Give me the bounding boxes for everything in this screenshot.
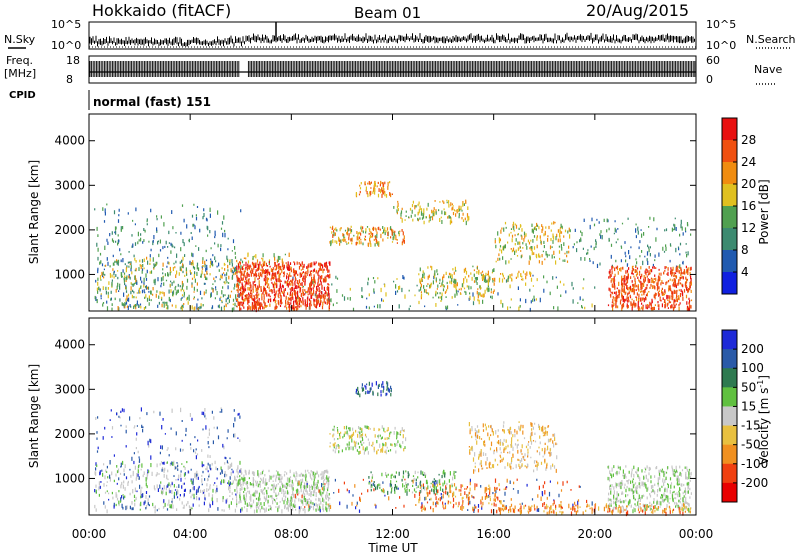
power-data-points <box>94 180 693 313</box>
power-y-tick-label: 4000 <box>54 134 85 148</box>
velocity-panel: 1000 2000 3000 4000 Slant Range [km] 200 100… <box>27 114 771 554</box>
freq-left-label-2: [MHz] <box>4 67 36 80</box>
power-colorbar-segment <box>722 118 737 141</box>
power-colorbar-segment <box>722 206 737 229</box>
power-panel: 1000 2000 3000 4000 Slant Range [km] 4 8 12 16… <box>27 113 771 313</box>
noise-right-label: N.Search <box>746 33 796 46</box>
freq-tick-bottom: 8 <box>66 73 73 86</box>
velocity-colorbar-tick-label: -200 <box>741 476 768 490</box>
nave-label: Nave <box>754 63 782 76</box>
velocity-colorbar-label-end: ] <box>757 375 771 380</box>
velocity-colorbar-label-main: Velocity [m s <box>757 388 771 465</box>
time-x-ticks: 00:00 04:00 08:00 12:00 16:00 20:00 00:00 <box>72 114 714 541</box>
freq-left-label-1: Freq. <box>6 54 33 67</box>
velocity-y-tick-label: 2000 <box>54 427 85 441</box>
freq-bars <box>89 61 696 77</box>
power-colorbar-tick-label: 12 <box>741 221 756 235</box>
cpid-value: normal (fast) 151 <box>93 95 211 109</box>
noise-left-tick-bottom: 10^0 <box>51 39 81 52</box>
freq-trace <box>89 61 696 84</box>
velocity-colorbar-segment <box>722 387 737 407</box>
velocity-colorbar-tick-label: 50 <box>741 380 756 394</box>
velocity-colorbar-frame <box>721 329 738 503</box>
power-scatter-cells <box>236 261 692 313</box>
power-colorbar-label: Power [dB] <box>757 179 771 244</box>
freq-panel: Freq. [MHz] 18 8 60 0 Nave <box>4 54 782 86</box>
time-tick-label: 20:00 <box>578 527 613 541</box>
noise-panel-frame <box>88 21 697 50</box>
time-tick-label: 00:00 <box>72 527 107 541</box>
power-y-tick-label: 3000 <box>54 178 85 192</box>
velocity-colorbar: 200 100 50 15 -15 -50 -100 -200 <box>721 329 768 503</box>
time-tick-label: 00:00 <box>679 527 714 541</box>
velocity-colorbar-segment <box>722 406 737 427</box>
power-colorbar: 4 8 12 16 20 24 28 <box>721 117 756 295</box>
power-colorbar-segment <box>722 140 737 163</box>
velocity-data-points <box>94 381 692 517</box>
velocity-colorbar-segment <box>722 444 737 465</box>
power-colorbar-tick-label: 4 <box>741 265 749 279</box>
velocity-colorbar-tick-label: 15 <box>741 399 756 413</box>
power-y-tick-label: 2000 <box>54 223 85 237</box>
velocity-colorbar-label-sup: -1 <box>756 380 765 388</box>
power-colorbar-tick-label: 8 <box>741 243 749 257</box>
velocity-colorbar-label: Velocity [m s-1] <box>756 375 771 465</box>
velocity-colorbar-tick-label: -15 <box>741 419 761 433</box>
time-tick-label: 08:00 <box>274 527 309 541</box>
power-y-ticks: 1000 2000 3000 4000 <box>54 134 696 281</box>
velocity-y-tick-label: 1000 <box>54 471 85 485</box>
power-colorbar-segment <box>722 228 737 251</box>
power-colorbar-segment <box>722 272 737 295</box>
noise-panel: N.Sky N.Search 10^5 10^0 10^5 10^0 <box>4 18 796 52</box>
velocity-colorbar-segment <box>722 330 737 350</box>
velocity-scatter-cells <box>298 422 691 516</box>
freq-tick-top: 18 <box>66 54 80 67</box>
power-colorbar-tick-label: 16 <box>741 199 756 213</box>
power-y-tick-label: 1000 <box>54 267 85 281</box>
power-panel-bg <box>89 114 696 311</box>
power-colorbar-segment <box>722 162 737 185</box>
noise-right-tick-bottom: 10^0 <box>706 39 736 52</box>
noise-sky-trace <box>89 32 695 47</box>
cpid-row: CPID normal (fast) 151 <box>9 90 211 110</box>
power-colorbar-segment <box>722 250 737 273</box>
nave-tick-top: 60 <box>706 54 720 67</box>
velocity-colorbar-segment <box>722 482 737 503</box>
noise-trace <box>89 22 696 48</box>
date-title: 20/Aug/2015 <box>586 1 689 20</box>
velocity-scatter-cells <box>329 421 691 516</box>
velocity-y-tick-label: 4000 <box>54 338 85 352</box>
time-axis-label: Time UT <box>367 541 418 554</box>
noise-left-tick-top: 10^5 <box>51 18 81 31</box>
velocity-colorbar-tick-label: 100 <box>741 361 764 375</box>
beam-title: Beam 01 <box>354 4 421 22</box>
noise-right-tick-top: 10^5 <box>706 18 736 31</box>
power-y-axis-label: Slant Range [km] <box>27 160 41 264</box>
time-tick-label: 04:00 <box>173 527 208 541</box>
velocity-colorbar-tick-label: 200 <box>741 342 764 356</box>
velocity-y-axis-label: Slant Range [km] <box>27 364 41 468</box>
power-colorbar-segment <box>722 184 737 207</box>
velocity-colorbar-tick-label: -100 <box>741 457 768 471</box>
velocity-colorbar-tick-label: -50 <box>741 438 761 452</box>
noise-left-label: N.Sky <box>4 33 36 46</box>
time-tick-label: 12:00 <box>375 527 410 541</box>
nave-tick-bottom: 0 <box>706 73 713 86</box>
velocity-y-ticks: 1000 2000 3000 4000 <box>54 338 696 485</box>
velocity-colorbar-segment <box>722 368 737 388</box>
velocity-colorbar-segment <box>722 349 737 369</box>
power-colorbar-tick-label: 20 <box>741 177 756 191</box>
power-scatter-cells <box>236 181 692 312</box>
velocity-y-tick-label: 3000 <box>54 382 85 396</box>
power-colorbar-tick-label: 24 <box>741 155 756 169</box>
time-tick-label: 16:00 <box>476 527 511 541</box>
station-title: Hokkaido (fitACF) <box>92 1 231 20</box>
power-colorbar-tick-label: 28 <box>741 133 756 147</box>
velocity-panel-bg <box>89 318 696 515</box>
velocity-colorbar-segment <box>722 425 737 446</box>
velocity-colorbar-segment <box>722 463 737 484</box>
cpid-label: CPID <box>9 90 36 101</box>
